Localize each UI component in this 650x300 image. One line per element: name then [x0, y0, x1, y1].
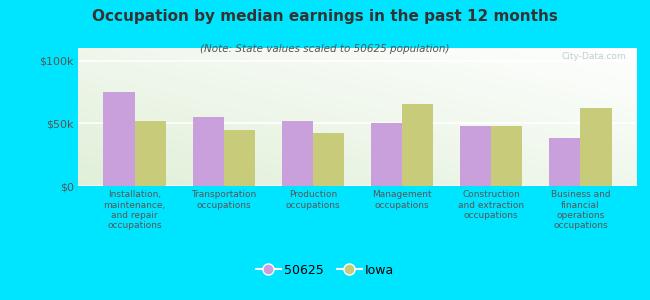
Text: City-Data.com: City-Data.com	[561, 52, 626, 61]
Text: Occupation by median earnings in the past 12 months: Occupation by median earnings in the pas…	[92, 9, 558, 24]
Bar	[549, 138, 580, 186]
Legend: 50625, Iowa: 50625, Iowa	[250, 259, 400, 282]
Bar	[224, 130, 255, 186]
Bar	[460, 126, 491, 186]
Bar	[580, 108, 612, 186]
Bar	[103, 92, 135, 186]
Bar	[281, 121, 313, 186]
Bar	[192, 117, 224, 186]
Bar	[371, 123, 402, 186]
Text: (Note: State values scaled to 50625 population): (Note: State values scaled to 50625 popu…	[200, 44, 450, 53]
Bar	[491, 126, 523, 186]
Bar	[135, 121, 166, 186]
Bar	[402, 104, 434, 186]
Bar	[313, 133, 344, 186]
